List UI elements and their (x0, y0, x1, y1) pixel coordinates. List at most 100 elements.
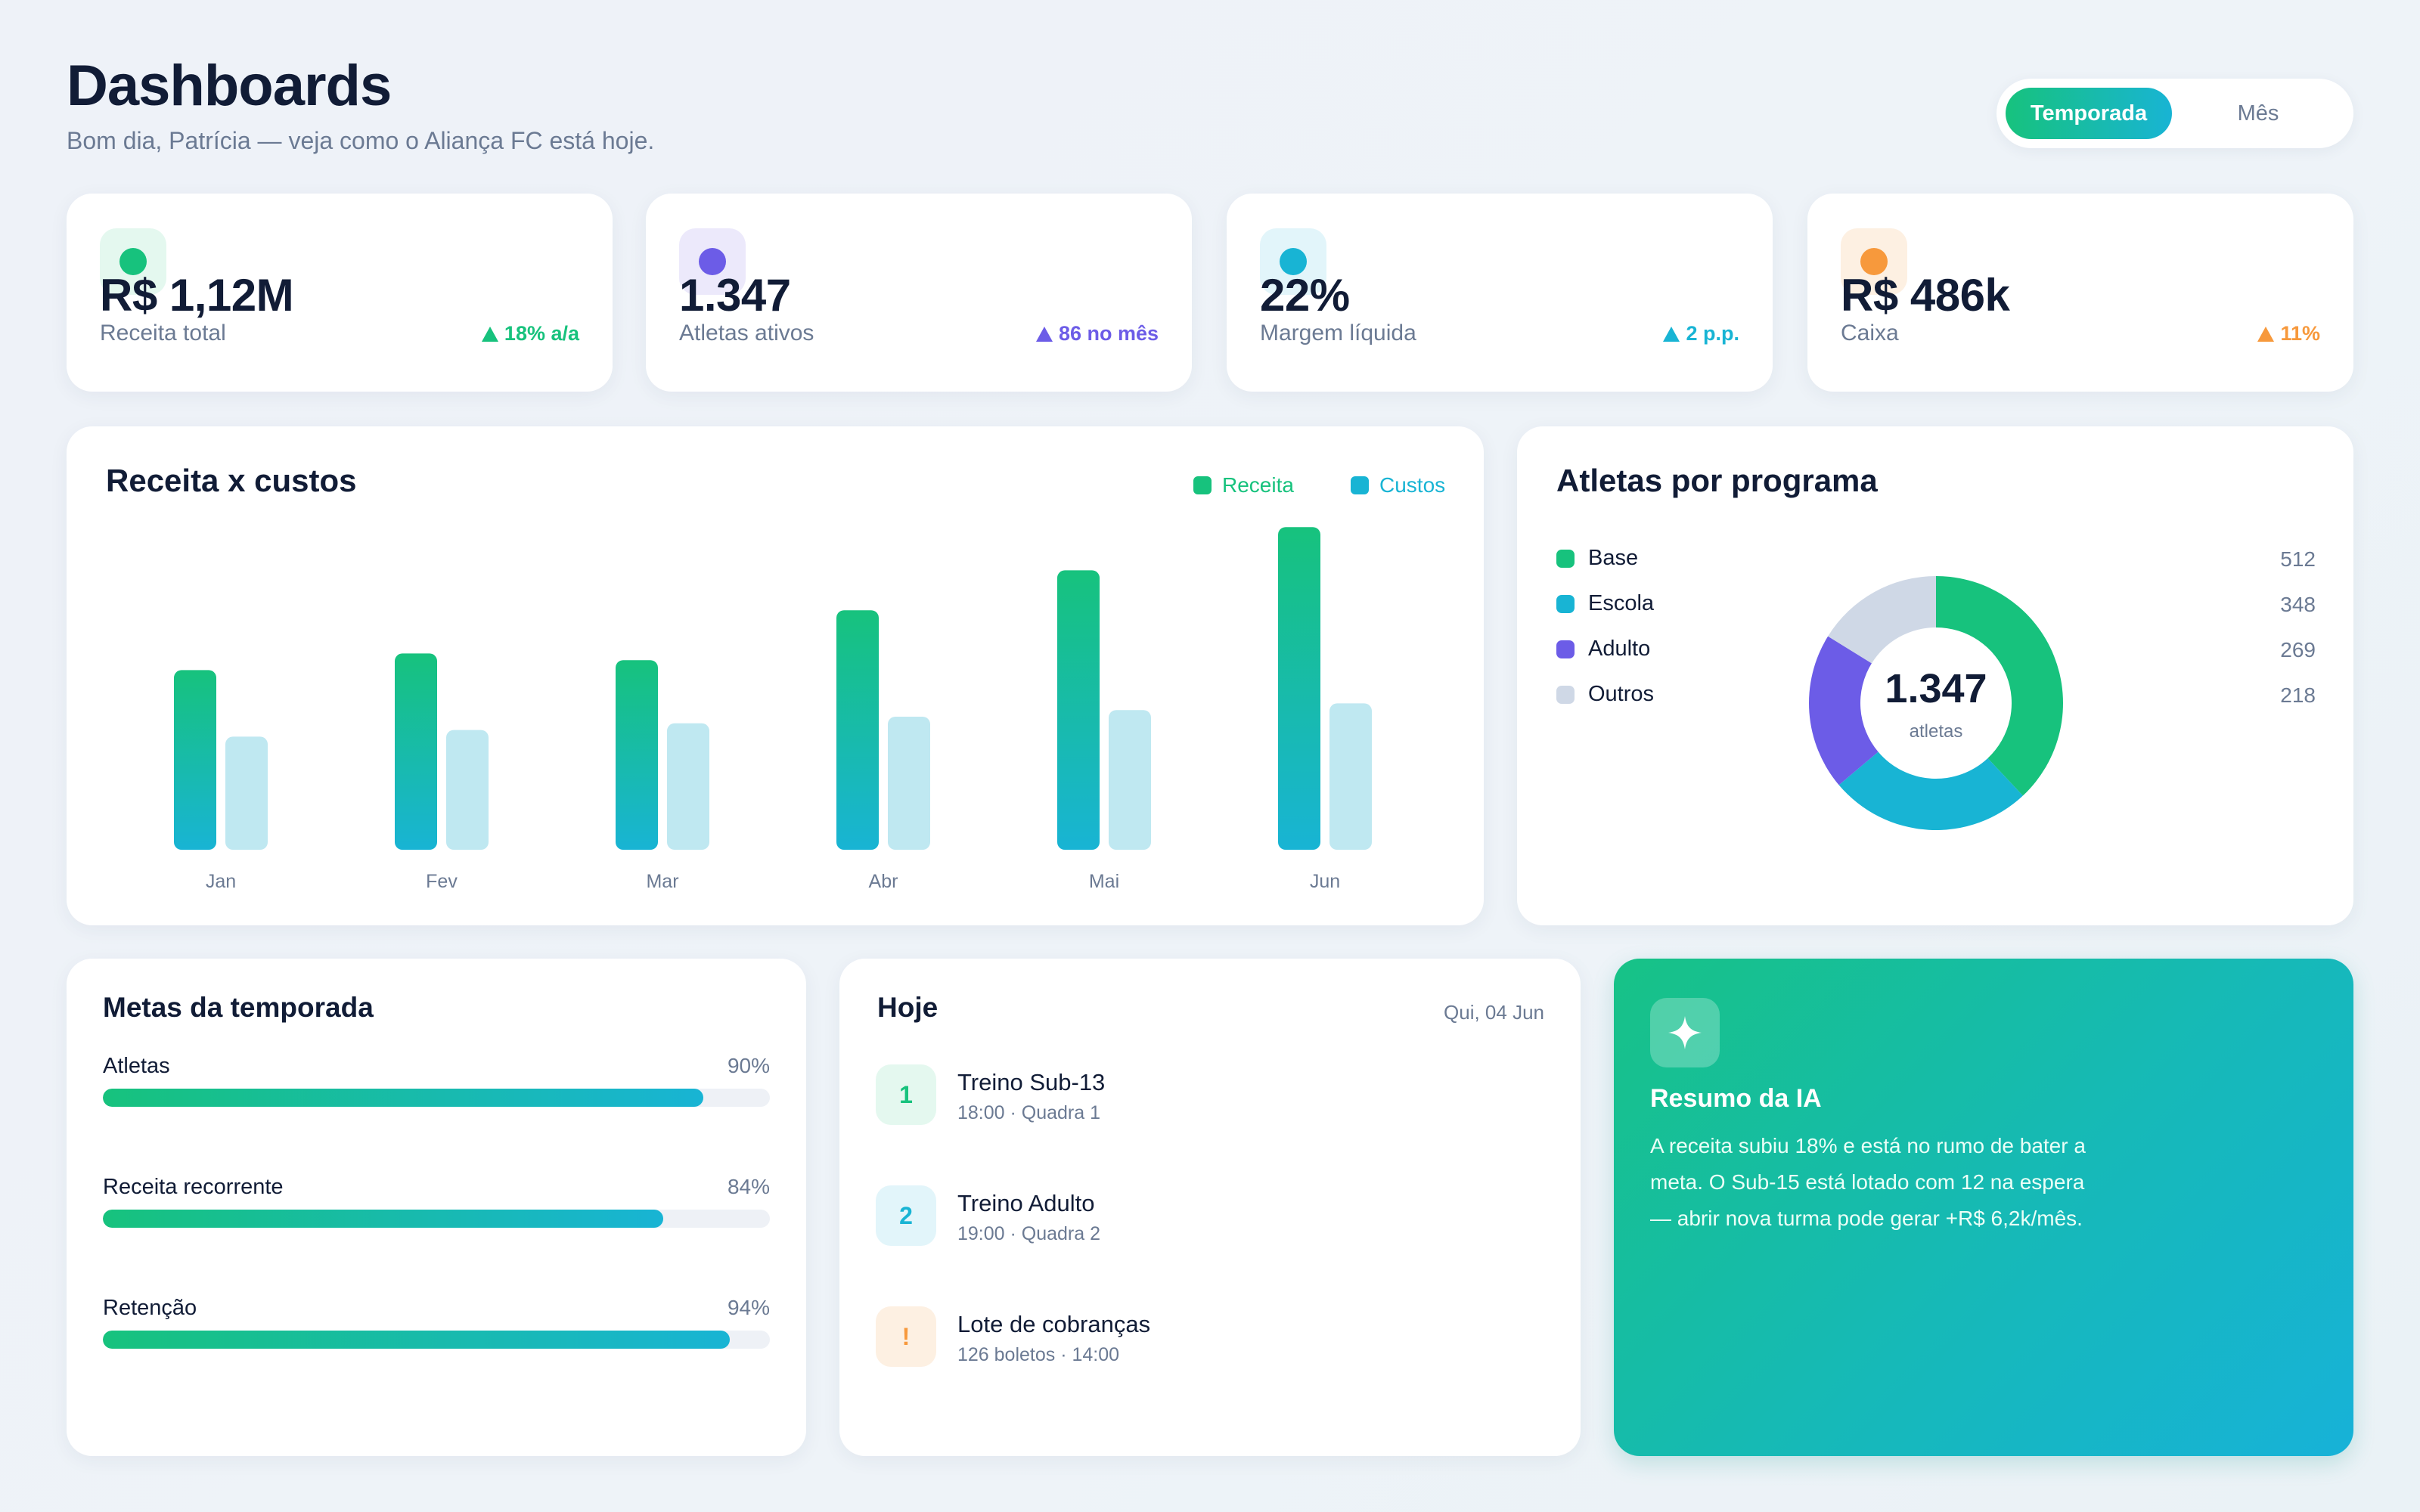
today-card: Hoje Qui, 04 Jun (839, 959, 1581, 1456)
program-swatch (1556, 549, 1575, 568)
goal-progress-fill (103, 1210, 663, 1228)
program-legend-item[interactable]: Escola (1556, 591, 1654, 616)
x-tick-label: Abr (868, 871, 898, 892)
trend-up-icon (2257, 326, 2275, 342)
bar-custos-mai[interactable] (1109, 710, 1151, 850)
bar-custos-abr[interactable] (888, 717, 930, 850)
program-count: 269 (2280, 638, 2316, 662)
goal-progress-fill (103, 1089, 703, 1107)
program-count: 512 (2280, 547, 2316, 571)
today-item-title[interactable]: Treino Adulto (957, 1190, 1095, 1216)
today-item-badge: ! (876, 1306, 936, 1367)
program-legend-item[interactable]: Outros (1556, 682, 1654, 707)
program-legend-item[interactable]: Adulto (1556, 637, 1650, 662)
goal-percent: 94% (727, 1296, 770, 1319)
program-legend-item[interactable]: Base (1556, 546, 1638, 571)
x-tick-label: Mai (1088, 871, 1120, 892)
bar-custos-mar[interactable] (667, 723, 709, 850)
trend-up-icon (1663, 326, 1680, 342)
today-item-subtitle: 18:00 · Quadra 1 (957, 1102, 1101, 1123)
programs-title: Atletas por programa (1556, 463, 1878, 498)
trend-up-icon (481, 326, 498, 342)
program-count: 218 (2280, 683, 2316, 707)
ai-summary-card[interactable]: Resumo da IA A receita subiu 18% e está … (1614, 959, 2353, 1456)
goal-progress-bar (103, 1210, 770, 1228)
kpi-value: R$ 1,12M (100, 270, 294, 321)
donut-slice-outros[interactable] (1828, 576, 1936, 664)
page-subtitle: Bom dia, Patrícia — veja como o Aliança … (67, 127, 655, 154)
period-toggle: Temporada Mês (1996, 79, 2353, 148)
bar-receita-jan[interactable] (174, 670, 216, 850)
x-tick-label: Fev (426, 871, 458, 892)
status-dot-icon (1280, 248, 1307, 275)
legend-custos-swatch (1351, 476, 1369, 494)
bar-receita-abr[interactable] (836, 610, 879, 850)
bar-receita-mai[interactable] (1057, 570, 1100, 850)
kpi-delta-text: 11% (2280, 322, 2320, 345)
kpi-card[interactable]: 1.347 Atletas ativos 86 no mês (646, 194, 1192, 392)
bar-custos-jan[interactable] (225, 736, 268, 850)
status-dot-icon (119, 248, 147, 275)
goal-percent: 84% (727, 1175, 770, 1198)
goal-name: Receita recorrente (103, 1175, 284, 1199)
program-name: Base (1588, 546, 1639, 570)
today-date: Qui, 04 Jun (1444, 1001, 1544, 1024)
ai-summary-title: Resumo da IA (1650, 1084, 1822, 1113)
donut-slice-adulto[interactable] (1809, 636, 1879, 785)
kpi-label: Margem líquida (1260, 321, 1416, 345)
kpi-label: Receita total (100, 321, 226, 345)
program-swatch (1556, 640, 1575, 658)
program-swatch (1556, 594, 1575, 613)
trend-up-icon (1035, 326, 1053, 342)
bar-receita-mar[interactable] (616, 660, 658, 850)
today-item-subtitle: 126 boletos · 14:00 (957, 1344, 1120, 1365)
kpi-value: 1.347 (679, 270, 791, 321)
donut-center-label: atletas (1909, 721, 1963, 742)
bar-custos-jun[interactable] (1329, 703, 1372, 850)
legend-receita: Receita (1193, 473, 1294, 497)
revenue-costs-card: Receita x custos (67, 426, 1484, 925)
x-tick-label: Jun (1309, 871, 1341, 892)
goal-name: Atletas (103, 1054, 170, 1078)
bar-receita-fev[interactable] (395, 653, 437, 850)
kpi-card[interactable]: R$ 486k Caixa 11% (1807, 194, 2353, 392)
legend-receita-swatch (1193, 476, 1212, 494)
donut-slice-base[interactable] (1936, 576, 2063, 796)
today-item-badge: 2 (876, 1185, 936, 1246)
segment-temporada-button[interactable]: Temporada (2006, 88, 2172, 139)
kpi-delta-text: 86 no mês (1058, 322, 1159, 345)
kpi-delta-text: 2 p.p. (1686, 322, 1739, 345)
kpi-card[interactable]: R$ 1,12M Receita total 18% a/a (67, 194, 613, 392)
today-item-subtitle: 19:00 · Quadra 2 (957, 1223, 1101, 1244)
program-count: 348 (2280, 593, 2316, 616)
kpi-delta: 18% a/a (481, 322, 579, 345)
goal-progress-fill (103, 1331, 731, 1349)
goals-card: Metas da temporada (67, 959, 806, 1456)
bar-receita-jun[interactable] (1278, 527, 1320, 850)
revenue-costs-chart (174, 527, 1372, 850)
donut-slice-escola[interactable] (1838, 751, 2023, 830)
goal-percent: 90% (727, 1054, 770, 1077)
program-name: Escola (1588, 591, 1655, 615)
kpi-value: R$ 486k (1841, 270, 2010, 321)
kpi-icon (1841, 228, 1907, 295)
kpi-value: 22% (1260, 270, 1350, 321)
sparkle-icon (1650, 998, 1720, 1067)
bar-custos-fev[interactable] (446, 730, 489, 850)
program-swatch (1556, 685, 1575, 704)
today-item-title[interactable]: Treino Sub-13 (957, 1069, 1106, 1095)
kpi-icon (679, 228, 746, 295)
ai-summary-text: A receita subiu 18% e está no rumo de ba… (1650, 1134, 2086, 1230)
page-title: Dashboards (67, 54, 392, 118)
kpi-card[interactable]: 22% Margem líquida 2 p.p. (1227, 194, 1773, 392)
kpi-icon (1260, 228, 1326, 295)
legend-custos: Custos (1351, 473, 1445, 497)
kpi-delta: 2 p.p. (1663, 322, 1739, 345)
programs-donut-chart (1809, 576, 2063, 830)
revenue-costs-title: Receita x custos (106, 463, 357, 498)
segment-mes-button[interactable]: Mês (2237, 101, 2279, 125)
today-item-title[interactable]: Lote de cobranças (957, 1311, 1151, 1337)
kpi-icon (100, 228, 166, 295)
legend-custos-label: Custos (1379, 473, 1446, 497)
goals-title: Metas da temporada (103, 992, 374, 1023)
